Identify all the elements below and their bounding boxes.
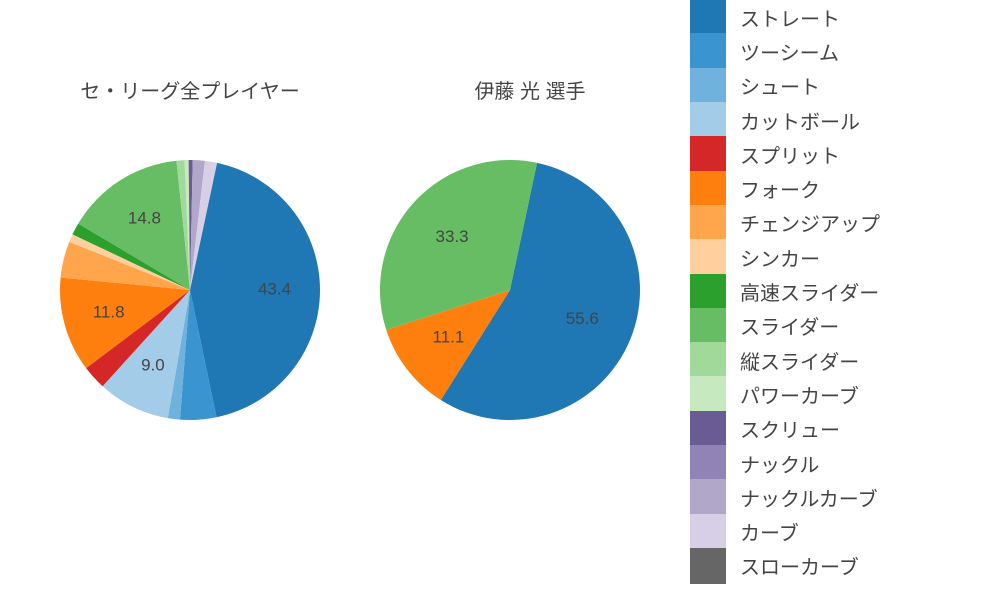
legend-item: ストレート <box>690 0 990 34</box>
legend-label: ツーシーム <box>740 37 839 66</box>
legend-swatch <box>690 0 726 35</box>
chart-area: セ・リーグ全プレイヤー 43.49.011.814.8 伊藤 光 選手 55.6… <box>0 60 680 560</box>
legend-item: ナックル <box>690 446 990 480</box>
legend-label: パワーカーブ <box>740 380 859 409</box>
chart-container: セ・リーグ全プレイヤー 43.49.011.814.8 伊藤 光 選手 55.6… <box>0 0 1000 600</box>
legend-swatch <box>690 445 726 481</box>
legend-item: フォーク <box>690 171 990 205</box>
legend: ストレートツーシームシュートカットボールスプリットフォークチェンジアップシンカー… <box>690 0 990 583</box>
legend-item: スクリュー <box>690 412 990 446</box>
legend-swatch <box>690 548 726 584</box>
legend-item: スプリット <box>690 137 990 171</box>
pie2: 55.6 11.1 33.3 <box>310 90 710 490</box>
slice-label: 11.1 <box>433 327 465 346</box>
slice-label: 11.8 <box>93 302 125 321</box>
legend-item: ナックルカーブ <box>690 480 990 514</box>
legend-item: スローカーブ <box>690 549 990 583</box>
legend-label: スクリュー <box>740 414 840 443</box>
legend-label: 縦スライダー <box>740 346 859 375</box>
legend-item: 縦スライダー <box>690 343 990 377</box>
legend-label: カーブ <box>740 517 799 546</box>
legend-item: 高速スライダー <box>690 274 990 308</box>
legend-swatch <box>690 136 726 172</box>
legend-swatch <box>690 205 726 241</box>
legend-item: ツーシーム <box>690 34 990 68</box>
legend-swatch <box>690 342 726 378</box>
legend-swatch <box>690 514 726 550</box>
legend-item: カーブ <box>690 514 990 548</box>
legend-label: カットボール <box>740 106 860 135</box>
legend-label: 高速スライダー <box>740 277 879 306</box>
legend-item: カットボール <box>690 103 990 137</box>
legend-swatch <box>690 308 726 344</box>
legend-label: ストレート <box>740 3 840 32</box>
legend-label: ナックルカーブ <box>740 483 878 512</box>
legend-swatch <box>690 68 726 104</box>
legend-label: フォーク <box>740 174 820 203</box>
legend-swatch <box>690 479 726 515</box>
legend-label: シンカー <box>740 243 820 272</box>
legend-item: スライダー <box>690 309 990 343</box>
slice-label: 43.4 <box>258 280 291 299</box>
legend-swatch <box>690 102 726 138</box>
legend-swatch <box>690 274 726 310</box>
legend-label: シュート <box>740 71 820 100</box>
legend-item: チェンジアップ <box>690 206 990 240</box>
legend-swatch <box>690 33 726 69</box>
legend-swatch <box>690 239 726 275</box>
legend-swatch <box>690 171 726 207</box>
legend-label: チェンジアップ <box>740 208 880 237</box>
legend-label: スライダー <box>740 311 839 340</box>
legend-swatch <box>690 411 726 447</box>
slice-label: 33.3 <box>436 227 469 246</box>
legend-item: シュート <box>690 69 990 103</box>
slice-label: 14.8 <box>128 208 161 227</box>
legend-label: スローカーブ <box>740 551 859 580</box>
slice-label: 55.6 <box>566 309 599 328</box>
legend-label: スプリット <box>740 140 840 169</box>
legend-swatch <box>690 376 726 412</box>
legend-item: パワーカーブ <box>690 377 990 411</box>
slice-label: 9.0 <box>141 355 165 374</box>
legend-label: ナックル <box>740 449 819 478</box>
pie-slice <box>190 163 320 417</box>
legend-item: シンカー <box>690 240 990 274</box>
